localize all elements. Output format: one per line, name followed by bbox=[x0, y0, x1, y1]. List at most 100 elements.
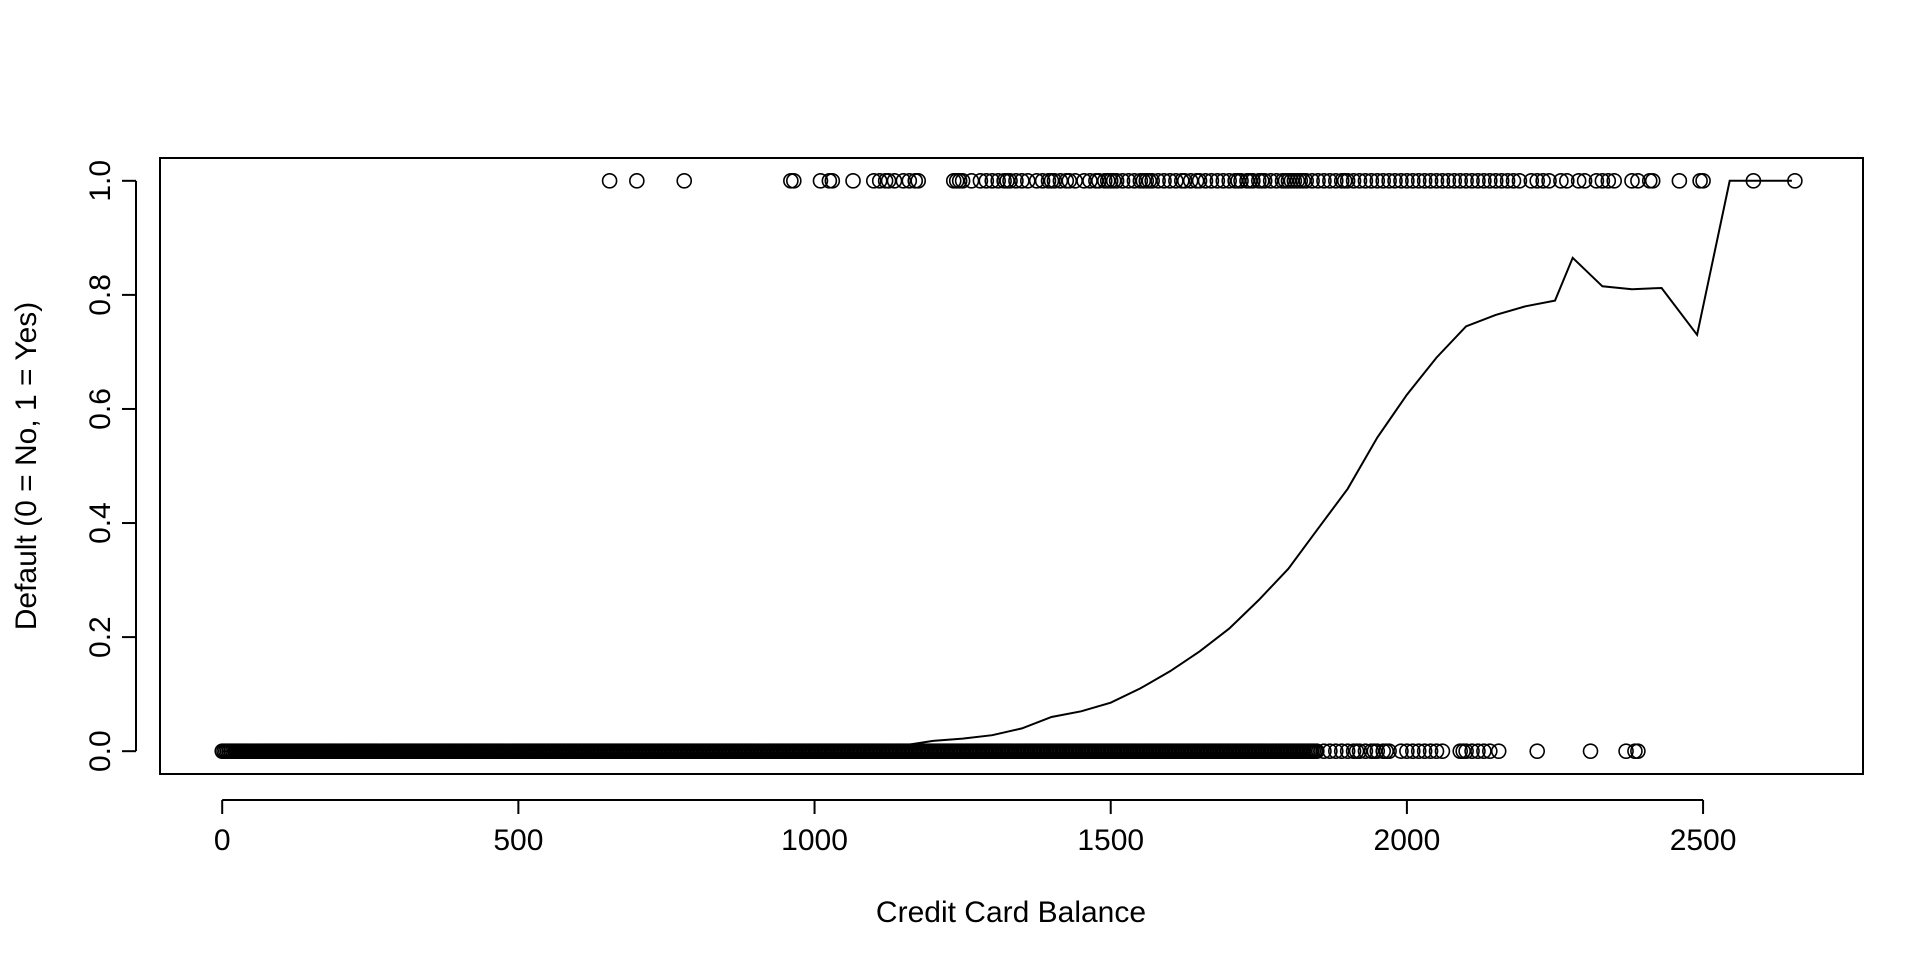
default-yes-point bbox=[1363, 173, 1380, 189]
default-yes-point bbox=[1606, 173, 1623, 189]
default-yes-point bbox=[1052, 173, 1069, 189]
default-no-point bbox=[1618, 743, 1634, 759]
default-yes-point bbox=[1692, 173, 1708, 189]
x-axis-title: Credit Card Balance bbox=[876, 896, 1146, 929]
default-yes-point bbox=[1470, 173, 1486, 189]
default-no-point bbox=[1464, 743, 1480, 759]
default-yes-point bbox=[1197, 173, 1214, 189]
default-yes-point bbox=[1144, 173, 1160, 189]
default-yes-point bbox=[1422, 173, 1439, 189]
default-yes-point bbox=[910, 173, 927, 189]
default-yes-point bbox=[1511, 173, 1528, 189]
default-no-point bbox=[1393, 743, 1409, 759]
default-yes-point bbox=[1600, 173, 1617, 189]
default-no-point bbox=[1381, 743, 1397, 759]
default-yes-point bbox=[1191, 173, 1208, 189]
y-tick-label: 0.4 bbox=[84, 502, 117, 544]
default-yes-point bbox=[1499, 173, 1516, 189]
default-yes-point bbox=[963, 173, 980, 189]
default-yes-point bbox=[1588, 173, 1605, 189]
default-no-point bbox=[1333, 743, 1350, 759]
default-no-point bbox=[1529, 743, 1546, 759]
default-yes-point bbox=[1357, 173, 1374, 189]
default-yes-point bbox=[1434, 173, 1451, 189]
default-yes-point bbox=[871, 173, 888, 189]
default-yes-point bbox=[1535, 173, 1551, 189]
default-yes-point bbox=[1476, 173, 1492, 189]
default-no-point bbox=[1405, 743, 1421, 759]
y-tick-label: 0.2 bbox=[84, 616, 117, 658]
default-yes-point bbox=[984, 173, 1001, 189]
default-yes-point bbox=[972, 173, 989, 189]
default-yes-point bbox=[1387, 173, 1403, 189]
default-yes-point bbox=[1322, 173, 1338, 189]
x-tick-label: 2500 bbox=[1670, 824, 1737, 857]
default-yes-point bbox=[783, 173, 799, 189]
default-no-point bbox=[1482, 743, 1498, 759]
default-yes-point bbox=[978, 173, 995, 189]
default-no-point bbox=[1339, 743, 1356, 759]
default-yes-point bbox=[1440, 173, 1457, 189]
x-tick-label: 0 bbox=[214, 824, 231, 857]
x-tick-label: 1000 bbox=[781, 824, 848, 857]
default-yes-point bbox=[786, 173, 802, 189]
default-yes-point bbox=[1695, 173, 1711, 189]
default-yes-point bbox=[1304, 173, 1320, 189]
default-no-point bbox=[1470, 743, 1486, 759]
y-tick-label: 0.6 bbox=[84, 388, 117, 430]
default-no-point bbox=[1399, 743, 1415, 759]
default-yes-point bbox=[1576, 173, 1593, 189]
default-yes-point bbox=[1162, 173, 1178, 189]
default-yes-point bbox=[1464, 173, 1480, 189]
default-yes-point bbox=[1310, 173, 1326, 189]
default-yes-point bbox=[1428, 173, 1445, 189]
x-axis: 0 500 1000 1500 2000 2500 bbox=[214, 799, 1737, 857]
y-axis-title: Default (0 = No, 1 = Yes) bbox=[10, 302, 43, 631]
default-yes-point bbox=[1114, 173, 1131, 189]
default-no-point bbox=[1434, 743, 1451, 759]
default-yes-point bbox=[1529, 173, 1546, 189]
default-yes-point bbox=[1553, 173, 1569, 189]
default-yes-point bbox=[1209, 173, 1226, 189]
default-yes-point bbox=[1108, 173, 1125, 189]
default-yes-point bbox=[1458, 173, 1474, 189]
default-yes-point bbox=[1541, 173, 1557, 189]
default-yes-point bbox=[1019, 173, 1036, 189]
default-yes-point bbox=[821, 173, 838, 189]
default-yes-point bbox=[824, 173, 841, 189]
default-no-point bbox=[1630, 743, 1646, 759]
plot-frame bbox=[159, 157, 1864, 775]
default-no-point bbox=[1328, 743, 1344, 759]
default-yes-point bbox=[865, 173, 882, 189]
default-yes-point bbox=[1067, 173, 1083, 189]
default-yes-point bbox=[1351, 173, 1368, 189]
y-tick-label: 0.8 bbox=[84, 274, 117, 316]
x-tick-label: 1500 bbox=[1077, 824, 1144, 857]
default-yes-point bbox=[1570, 173, 1587, 189]
default-yes-point bbox=[1381, 173, 1397, 189]
default-yes-point bbox=[1393, 173, 1409, 189]
default-yes-point bbox=[1091, 173, 1107, 189]
default-yes-point bbox=[1405, 173, 1421, 189]
default-yes-point bbox=[676, 173, 693, 189]
default-no-point bbox=[1416, 743, 1433, 759]
default-yes-point bbox=[1046, 173, 1063, 189]
default-yes-point bbox=[1316, 173, 1332, 189]
default-no-point bbox=[1322, 743, 1338, 759]
default-yes-point bbox=[1008, 173, 1024, 189]
default-no-point bbox=[1316, 743, 1332, 759]
default-yes-point bbox=[1671, 173, 1688, 189]
y-tick-label: 1.0 bbox=[84, 160, 117, 202]
default-yes-point bbox=[1061, 173, 1078, 189]
default-yes-point bbox=[1014, 173, 1030, 189]
default-yes-point bbox=[1256, 173, 1273, 189]
default-yes-point bbox=[1416, 173, 1433, 189]
y-tick-label: 0.0 bbox=[84, 730, 117, 772]
default-no-point bbox=[1369, 743, 1386, 759]
default-yes-point bbox=[1446, 173, 1463, 189]
x-tick-label: 2000 bbox=[1374, 824, 1441, 857]
default-no-point bbox=[1309, 743, 1325, 759]
default-yes-point bbox=[886, 173, 903, 189]
